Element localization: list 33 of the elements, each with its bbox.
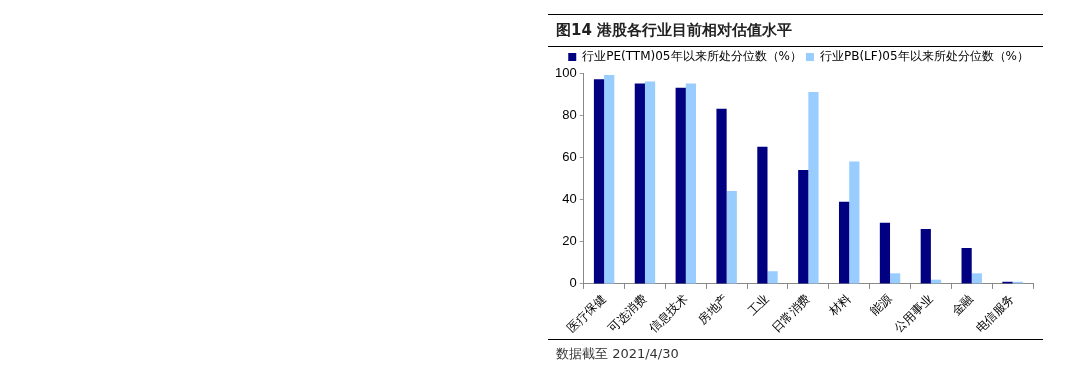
y-tick-label: 100 xyxy=(554,64,577,80)
chart-title: 图14 港股各行业目前相对估值水平 xyxy=(548,14,1043,47)
y-tick-label: 0 xyxy=(569,275,577,291)
bar xyxy=(634,83,645,284)
bar xyxy=(675,87,686,284)
bar xyxy=(920,229,931,284)
bar xyxy=(716,108,727,284)
bar xyxy=(644,81,656,284)
bar xyxy=(726,191,737,284)
bar xyxy=(757,146,768,284)
bar xyxy=(890,273,901,284)
bar xyxy=(767,271,778,284)
bar xyxy=(971,273,982,284)
legend-label: 行业PB(LF)05年以来所处分位数（%） xyxy=(819,49,1029,64)
bar xyxy=(808,91,819,284)
y-tick-label: 60 xyxy=(562,148,577,164)
y-tick-label: 80 xyxy=(562,106,577,122)
x-tick-label: 信息技术 xyxy=(646,291,691,336)
y-tick-label: 40 xyxy=(562,191,577,207)
y-tick-label: 20 xyxy=(562,233,577,249)
legend-label: 行业PE(TTM)05年以来所处分位数（%） xyxy=(582,49,802,64)
bar xyxy=(849,161,860,284)
x-tick-label: 工业 xyxy=(744,291,772,319)
x-tick-label: 房地产 xyxy=(695,291,731,327)
bar xyxy=(838,201,850,284)
bar xyxy=(961,248,972,284)
x-tick-label: 材料 xyxy=(825,291,854,319)
bar xyxy=(798,170,809,284)
text: 数据截至 2021/4/30 xyxy=(548,339,1043,368)
bar xyxy=(593,79,605,284)
bar xyxy=(604,75,615,284)
bar xyxy=(879,222,891,284)
bar xyxy=(685,83,697,284)
